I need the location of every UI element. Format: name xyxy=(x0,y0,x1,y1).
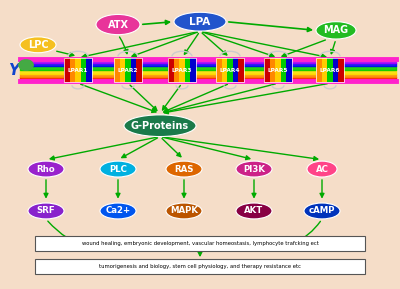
Bar xyxy=(174,58,179,82)
Bar xyxy=(114,58,120,82)
Text: LPAR3: LPAR3 xyxy=(172,68,192,73)
Text: SRF: SRF xyxy=(37,206,55,216)
Bar xyxy=(238,58,244,82)
Ellipse shape xyxy=(166,203,202,219)
Bar xyxy=(179,58,185,82)
Bar xyxy=(281,58,286,82)
Bar xyxy=(333,58,338,82)
Ellipse shape xyxy=(96,14,140,35)
Text: Ca2+: Ca2+ xyxy=(106,206,130,216)
Ellipse shape xyxy=(304,203,340,219)
Text: LPAR6: LPAR6 xyxy=(320,68,340,73)
Bar xyxy=(233,58,238,82)
Text: LPAR1: LPAR1 xyxy=(68,68,88,73)
Ellipse shape xyxy=(174,12,226,31)
Bar xyxy=(64,58,70,82)
Ellipse shape xyxy=(20,37,56,53)
Text: G-Proteins: G-Proteins xyxy=(131,121,189,131)
Text: cAMP: cAMP xyxy=(309,206,335,216)
FancyBboxPatch shape xyxy=(35,259,365,274)
Bar xyxy=(216,58,222,82)
Bar xyxy=(264,58,292,82)
Ellipse shape xyxy=(307,161,337,177)
Ellipse shape xyxy=(236,203,272,219)
Ellipse shape xyxy=(100,161,136,177)
Bar xyxy=(131,58,136,82)
Ellipse shape xyxy=(28,203,64,219)
Text: LPAR5: LPAR5 xyxy=(268,68,288,73)
Bar xyxy=(64,58,92,82)
Bar xyxy=(275,58,281,82)
Text: PLC: PLC xyxy=(109,164,127,174)
Bar xyxy=(114,58,142,82)
Bar xyxy=(286,58,292,82)
Text: LPC: LPC xyxy=(28,40,48,50)
Bar xyxy=(75,58,81,82)
Text: tumorigenesis and biology, stem cell physiology, and therapy resistance etc: tumorigenesis and biology, stem cell phy… xyxy=(99,264,301,269)
Ellipse shape xyxy=(100,203,136,219)
Text: LPAR2: LPAR2 xyxy=(118,68,138,73)
Text: LPAR4: LPAR4 xyxy=(220,68,240,73)
Bar xyxy=(86,58,92,82)
Ellipse shape xyxy=(236,161,272,177)
Text: AC: AC xyxy=(316,164,328,174)
Bar xyxy=(222,58,227,82)
Bar xyxy=(216,58,244,82)
Bar xyxy=(190,58,196,82)
Bar xyxy=(81,58,86,82)
Bar xyxy=(264,58,270,82)
Bar xyxy=(270,58,275,82)
Bar xyxy=(316,58,344,82)
Text: Y: Y xyxy=(8,63,20,78)
Ellipse shape xyxy=(166,161,202,177)
Text: PI3K: PI3K xyxy=(243,164,265,174)
Text: ATX: ATX xyxy=(108,20,128,29)
Bar xyxy=(70,58,75,82)
Circle shape xyxy=(19,60,33,70)
Bar xyxy=(338,58,344,82)
Bar xyxy=(168,58,174,82)
Bar xyxy=(125,58,131,82)
Ellipse shape xyxy=(316,22,356,39)
Text: Rho: Rho xyxy=(37,164,55,174)
Text: MAPK: MAPK xyxy=(170,206,198,216)
Bar xyxy=(185,58,190,82)
Bar xyxy=(327,58,333,82)
Bar xyxy=(316,58,322,82)
Bar xyxy=(322,58,327,82)
Bar xyxy=(168,58,196,82)
Bar xyxy=(136,58,142,82)
Text: RAS: RAS xyxy=(174,164,194,174)
Text: LPA: LPA xyxy=(189,17,211,27)
Text: AKT: AKT xyxy=(244,206,264,216)
Ellipse shape xyxy=(28,161,64,177)
Bar xyxy=(227,58,233,82)
FancyBboxPatch shape xyxy=(35,236,365,251)
Text: MAG: MAG xyxy=(324,25,348,35)
Text: wound healing, embryonic development, vascular homeostasis, lymphocyte trafcking: wound healing, embryonic development, va… xyxy=(82,241,318,246)
Ellipse shape xyxy=(124,115,196,137)
Bar xyxy=(120,58,125,82)
